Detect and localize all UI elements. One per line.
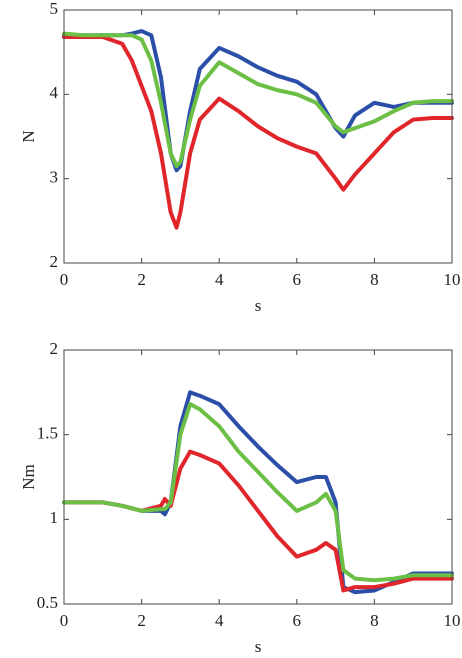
x-tick-label: 0 <box>60 611 69 630</box>
data-line <box>62 390 454 595</box>
x-tick-label: 10 <box>444 611 461 630</box>
y-tick-label: 5 <box>50 0 59 18</box>
y-tick-label: 1 <box>50 508 59 527</box>
y-tick-label: 2 <box>50 252 59 271</box>
x-tick-label: 2 <box>137 611 146 630</box>
y-tick-label: 4 <box>50 83 59 102</box>
x-tick-label: 6 <box>293 270 302 289</box>
data-line <box>62 34 454 230</box>
y-tick-label: 0.5 <box>37 593 58 612</box>
y-tick-label: 2 <box>50 339 59 358</box>
x-tick-label: 8 <box>370 611 379 630</box>
x-axis-label: s <box>255 296 262 315</box>
data-line <box>62 31 454 169</box>
plot-frame <box>63 349 453 605</box>
y-axis-label: N <box>19 130 38 142</box>
plot-frame <box>63 9 453 264</box>
x-tick-label: 4 <box>215 270 224 289</box>
x-tick-label: 2 <box>137 270 146 289</box>
y-tick-label: 3 <box>50 168 59 187</box>
y-axis-label: Nm <box>19 464 38 490</box>
data-line <box>62 402 454 583</box>
data-line <box>62 29 454 173</box>
x-axis-label: s <box>255 637 262 656</box>
x-tick-label: 6 <box>293 611 302 630</box>
x-tick-label: 0 <box>60 270 69 289</box>
x-tick-label: 4 <box>215 611 224 630</box>
x-tick-label: 8 <box>370 270 379 289</box>
x-tick-label: 10 <box>444 270 461 289</box>
y-tick-label: 1.5 <box>37 424 58 443</box>
